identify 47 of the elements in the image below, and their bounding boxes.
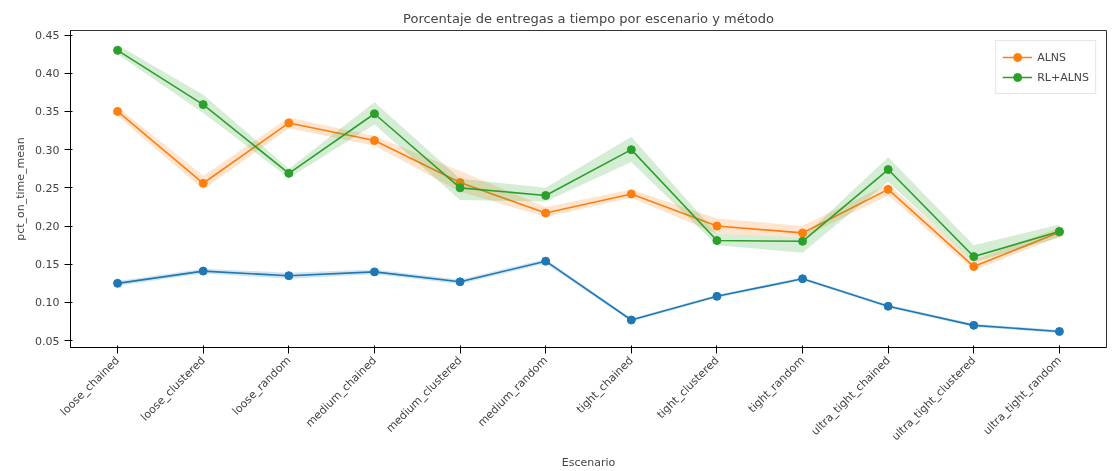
y-tick-label: 0.25 bbox=[35, 181, 60, 195]
legend-label: ALNS bbox=[1037, 50, 1067, 64]
point bbox=[284, 118, 294, 128]
point bbox=[455, 183, 465, 193]
y-tick-label: 0.35 bbox=[35, 105, 60, 119]
legend-label: RL+ALNS bbox=[1037, 70, 1089, 84]
point bbox=[198, 266, 208, 276]
point bbox=[455, 277, 465, 287]
point bbox=[113, 45, 123, 55]
point bbox=[712, 221, 722, 231]
point bbox=[712, 236, 722, 246]
point bbox=[969, 320, 979, 330]
y-tick-label: 0.20 bbox=[35, 220, 60, 234]
y-tick-label: 0.10 bbox=[35, 296, 60, 310]
chart-title: Porcentaje de entregas a tiempo por escenario y método bbox=[403, 10, 774, 26]
point bbox=[369, 109, 379, 119]
point bbox=[883, 184, 893, 194]
point bbox=[883, 165, 893, 175]
point bbox=[198, 178, 208, 188]
point bbox=[541, 208, 551, 218]
y-axis-title: pct_on_time_mean bbox=[14, 137, 28, 241]
point bbox=[113, 278, 123, 288]
y-tick-label: 0.40 bbox=[35, 67, 60, 81]
y-tick-label: 0.15 bbox=[35, 258, 60, 272]
point bbox=[369, 267, 379, 277]
point bbox=[198, 100, 208, 110]
y-tick-label: 0.45 bbox=[35, 29, 60, 43]
point bbox=[284, 271, 294, 281]
point bbox=[284, 168, 294, 178]
point bbox=[969, 262, 979, 272]
y-tick-label: 0.30 bbox=[35, 143, 60, 157]
point bbox=[541, 191, 551, 200]
point bbox=[626, 145, 636, 155]
point bbox=[712, 291, 722, 301]
point bbox=[969, 252, 979, 262]
point bbox=[626, 315, 636, 325]
point bbox=[798, 274, 808, 284]
point bbox=[798, 236, 808, 246]
x-axis-title: Escenario bbox=[561, 455, 616, 469]
point bbox=[369, 136, 379, 145]
point bbox=[798, 228, 808, 238]
point bbox=[1054, 326, 1064, 336]
y-tick-label: 0.05 bbox=[35, 334, 60, 348]
point bbox=[113, 106, 123, 116]
point bbox=[626, 189, 636, 199]
point bbox=[883, 301, 893, 311]
point bbox=[541, 256, 551, 266]
